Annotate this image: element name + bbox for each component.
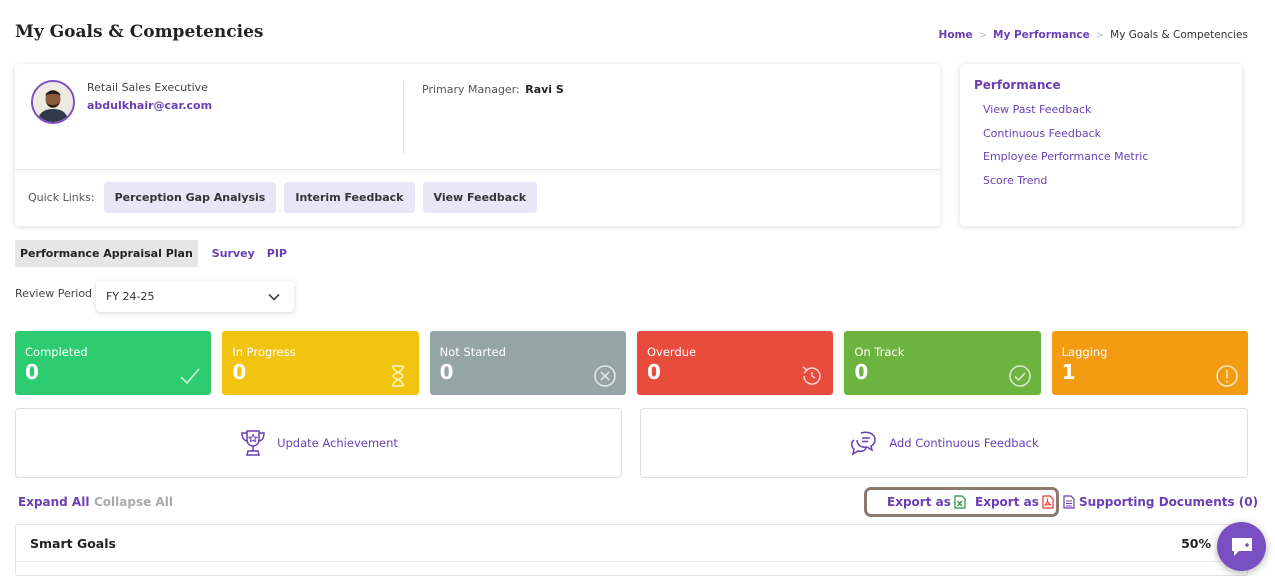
status-tile-label: Not Started bbox=[439, 345, 506, 359]
page-title: My Goals & Competencies bbox=[15, 22, 264, 42]
tab-performance-appraisal-plan[interactable]: Performance Appraisal Plan bbox=[15, 240, 198, 267]
add-continuous-feedback-button[interactable]: Add Continuous Feedback bbox=[640, 408, 1248, 478]
check-icon bbox=[180, 368, 200, 385]
status-tile-lagging[interactable]: Lagging 1 bbox=[1051, 331, 1248, 395]
quick-links-label: Quick Links: bbox=[28, 191, 95, 204]
breadcrumb-separator: > bbox=[978, 29, 988, 41]
score-trend-link[interactable]: Score Trend bbox=[983, 173, 1048, 187]
trophy-icon bbox=[241, 430, 265, 456]
divider bbox=[15, 169, 940, 170]
tab-survey[interactable]: Survey bbox=[211, 247, 255, 260]
divider bbox=[16, 561, 1247, 562]
primary-manager-name: Ravi S bbox=[525, 83, 564, 96]
supporting-documents-label: Supporting Documents (0) bbox=[1079, 495, 1259, 509]
breadcrumb-my-performance[interactable]: My Performance bbox=[993, 29, 1090, 41]
avatar bbox=[31, 80, 75, 124]
employee-role: Retail Sales Executive bbox=[87, 81, 208, 94]
status-tile-count: 1 bbox=[1061, 360, 1076, 384]
chevron-down-icon bbox=[268, 291, 280, 304]
status-tile-count: 0 bbox=[854, 360, 869, 384]
x-circle-icon bbox=[594, 365, 616, 387]
status-tile-label: Completed bbox=[25, 345, 88, 359]
export-pdf-button[interactable]: Export as bbox=[975, 495, 1054, 509]
export-highlight bbox=[864, 487, 1059, 517]
alert-circle-icon bbox=[1216, 365, 1238, 387]
status-tile-in-progress[interactable]: In Progress 0 bbox=[222, 331, 419, 395]
smart-goals-title: Smart Goals bbox=[30, 536, 116, 551]
status-tile-label: Overdue bbox=[646, 345, 697, 359]
review-period-select[interactable]: FY 24-25 bbox=[96, 281, 294, 312]
status-tile-completed[interactable]: Completed 0 bbox=[15, 331, 212, 395]
hourglass-icon bbox=[391, 365, 404, 387]
status-tile-overdue[interactable]: Overdue 0 bbox=[636, 331, 834, 395]
export-excel-button[interactable]: Export as bbox=[887, 495, 966, 509]
status-tile-not-started[interactable]: Not Started 0 bbox=[429, 331, 626, 395]
add-continuous-feedback-label: Add Continuous Feedback bbox=[889, 436, 1039, 450]
status-tile-label: Lagging bbox=[1061, 345, 1108, 359]
status-tile-count: 0 bbox=[232, 360, 247, 384]
chat-button[interactable] bbox=[1217, 522, 1266, 571]
status-tile-label: In Progress bbox=[232, 345, 296, 359]
update-achievement-button[interactable]: Update Achievement bbox=[15, 408, 622, 478]
document-icon bbox=[1063, 495, 1075, 509]
employee-performance-metric-link[interactable]: Employee Performance Metric bbox=[983, 150, 1149, 163]
profile-card: Retail Sales Executive abdulkhair@car.co… bbox=[15, 64, 940, 226]
breadcrumb-separator: > bbox=[1095, 29, 1105, 41]
collapse-all-link[interactable]: Collapse All bbox=[94, 495, 173, 509]
tab-pip[interactable]: PIP bbox=[266, 247, 287, 260]
breadcrumb: Home > My Performance > My Goals & Compe… bbox=[939, 29, 1248, 41]
status-tile-count: 0 bbox=[439, 360, 454, 384]
chat-icon bbox=[1231, 537, 1252, 556]
expand-all-link[interactable]: Expand All bbox=[18, 495, 90, 509]
status-tile-on-track[interactable]: On Track 0 bbox=[844, 331, 1041, 395]
review-period-label: Review Period bbox=[15, 287, 93, 300]
history-icon bbox=[802, 366, 822, 385]
smart-goals-percent: 50% bbox=[1181, 536, 1211, 551]
excel-file-icon bbox=[954, 495, 966, 509]
status-tiles: Completed 0 In Progress 0 Not Started 0 … bbox=[15, 331, 1248, 395]
status-tile-label: On Track bbox=[854, 345, 905, 359]
export-excel-label: Export as bbox=[887, 495, 951, 509]
export-pdf-label: Export as bbox=[975, 495, 1039, 509]
interim-feedback-button[interactable]: Interim Feedback bbox=[284, 182, 415, 213]
status-tile-count: 0 bbox=[25, 360, 39, 384]
perception-gap-analysis-button[interactable]: Perception Gap Analysis bbox=[103, 182, 277, 213]
tab-bar: Performance Appraisal Plan Survey PIP bbox=[15, 240, 293, 267]
supporting-documents-button[interactable]: Supporting Documents (0) bbox=[1063, 495, 1258, 509]
quick-links: Quick Links: Perception Gap Analysis Int… bbox=[28, 182, 538, 213]
performance-panel-title: Performance bbox=[974, 78, 1061, 92]
status-tile-count: 0 bbox=[646, 360, 661, 384]
performance-panel: Performance View Past Feedback Continuou… bbox=[960, 64, 1242, 226]
pdf-file-icon bbox=[1042, 495, 1054, 509]
continuous-feedback-link[interactable]: Continuous Feedback bbox=[983, 126, 1102, 140]
view-feedback-button[interactable]: View Feedback bbox=[422, 182, 538, 213]
view-past-feedback-link[interactable]: View Past Feedback bbox=[983, 103, 1092, 116]
primary-manager-label: Primary Manager: bbox=[422, 83, 520, 96]
smart-goals-section[interactable]: Smart Goals 50% bbox=[15, 524, 1248, 576]
breadcrumb-current: My Goals & Competencies bbox=[1110, 29, 1248, 41]
breadcrumb-home[interactable]: Home bbox=[938, 29, 973, 41]
chat-bubbles-icon bbox=[851, 431, 877, 456]
review-period-value: FY 24-25 bbox=[106, 290, 155, 303]
primary-manager: Primary Manager: Ravi S bbox=[422, 83, 564, 96]
check-circle-icon bbox=[1008, 365, 1031, 387]
update-achievement-label: Update Achievement bbox=[277, 436, 398, 450]
divider bbox=[403, 81, 404, 153]
employee-email[interactable]: abdulkhair@car.com bbox=[87, 99, 213, 112]
